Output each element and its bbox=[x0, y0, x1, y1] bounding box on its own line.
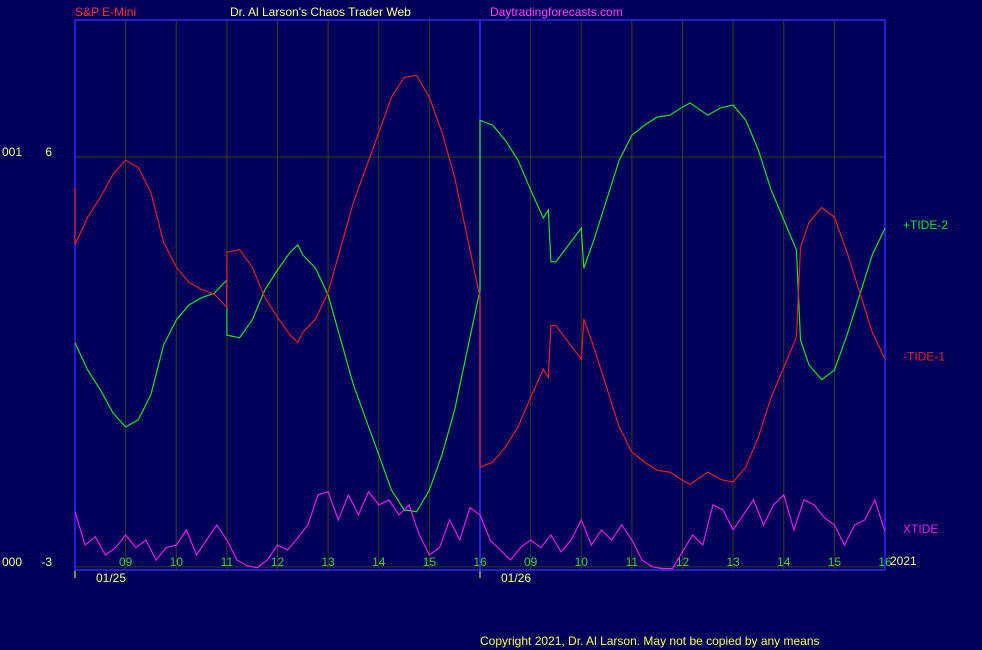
x-tick-label: 11 bbox=[221, 555, 234, 569]
instrument-label: S&P E-Mini bbox=[75, 5, 136, 19]
x-tick-label: 13 bbox=[321, 555, 335, 569]
x-tick-label: 13 bbox=[726, 555, 740, 569]
series-line bbox=[74, 490, 886, 570]
year-label: 2021 bbox=[890, 554, 917, 568]
site-label: Daytradingforecasts.com bbox=[490, 5, 623, 19]
x-tick-label: 14 bbox=[372, 555, 386, 569]
x-tick-label: 12 bbox=[271, 555, 285, 569]
date-label: 01/25 bbox=[96, 571, 126, 585]
y-tick-label: -3 bbox=[41, 555, 52, 569]
chart-title: Dr. Al Larson's Chaos Trader Web bbox=[230, 5, 411, 19]
series-line bbox=[74, 74, 886, 486]
x-tick-label: 11 bbox=[626, 555, 639, 569]
y-tick-prefix: 001 bbox=[2, 145, 22, 159]
x-tick-label: 10 bbox=[170, 555, 184, 569]
series-label: +TIDE-2 bbox=[903, 218, 948, 232]
date-label: 01/26 bbox=[501, 571, 531, 585]
y-tick-label: 6 bbox=[45, 145, 52, 159]
copyright: Copyright 2021, Dr. Al Larson. May not b… bbox=[480, 634, 820, 648]
series-label: -TIDE-1 bbox=[903, 349, 945, 363]
plot-frame bbox=[74, 19, 886, 571]
x-tick-label: 12 bbox=[676, 555, 690, 569]
x-tick-label: 15 bbox=[423, 555, 437, 569]
x-tick-label: 10 bbox=[575, 555, 589, 569]
x-tick-label: 09 bbox=[524, 555, 538, 569]
series-label: XTIDE bbox=[903, 522, 938, 536]
series-line bbox=[74, 102, 886, 513]
x-tick-label: 15 bbox=[828, 555, 842, 569]
x-tick-label: 09 bbox=[119, 555, 133, 569]
x-tick-label: 14 bbox=[777, 555, 791, 569]
y-tick-prefix: 000 bbox=[2, 555, 22, 569]
